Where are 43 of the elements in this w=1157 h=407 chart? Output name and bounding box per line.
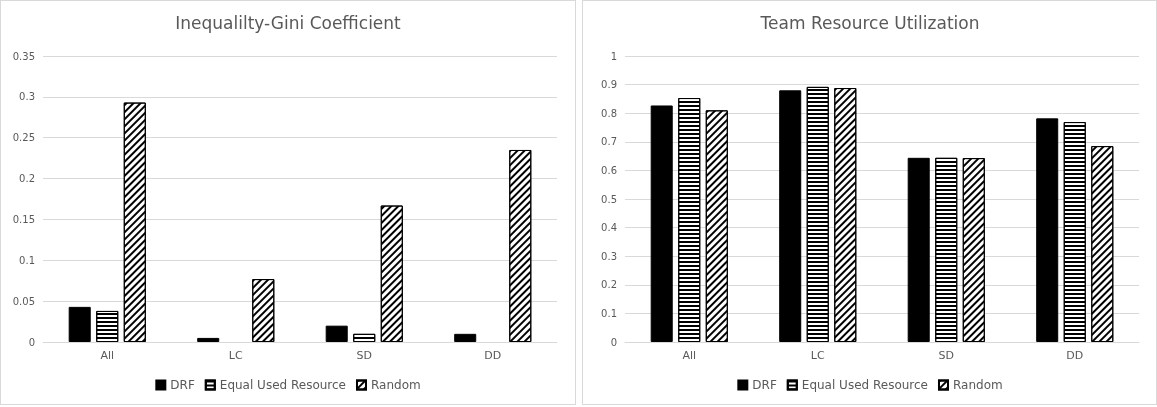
bar [325,325,348,342]
x-tick-label: LC [228,349,243,362]
legend-label: Random [370,378,421,392]
bar [197,337,220,342]
x-tick-label: LC [810,349,825,362]
y-tick-label: 0.05 [12,295,35,307]
x-tick-label: All [100,349,115,362]
y-tick-label: 0.2 [19,173,35,185]
y-tick-label: 0.25 [12,132,35,144]
y-tick-label: 0.7 [600,136,617,148]
y-tick-label: 0.15 [12,213,35,225]
y-tick-label: 0.3 [600,250,617,262]
y-tick-label: 0 [28,336,35,348]
x-tick-label: SD [356,349,372,362]
legend-label: DRF [751,378,777,392]
bar [1035,118,1058,342]
bar [778,90,801,342]
y-tick-label: 0.35 [12,50,35,62]
bar [650,105,673,342]
x-tick-label: DD [1065,349,1083,362]
y-tick-label: 0 [610,336,617,348]
chart-title: Team Resource Utilization [759,12,979,33]
y-tick-label: 0.4 [600,222,617,234]
bar [907,157,930,342]
y-tick-label: 0.3 [19,91,35,103]
y-tick-label: 0.1 [19,254,35,266]
y-tick-label: 0.8 [600,107,617,119]
bar [454,333,477,342]
y-tick-label: 0.9 [600,79,617,91]
legend-label: DRF [170,378,195,392]
x-tick-label: SD [938,349,954,362]
x-tick-label: DD [484,349,502,362]
y-tick-label: 1 [610,50,617,62]
legend-label: Equal Used Resource [801,378,928,392]
chart-title: Inequalilty-Gini Coefficient [175,12,402,33]
y-tick-label: 0.6 [600,164,617,176]
y-tick-label: 0.5 [600,193,617,205]
y-tick-label: 0.1 [600,307,617,319]
bar [68,306,91,342]
y-tick-label: 0.2 [600,279,617,291]
legend-label: Random [952,378,1003,392]
legend-label: Equal Used Resource [219,378,346,392]
x-tick-label: All [681,349,696,362]
